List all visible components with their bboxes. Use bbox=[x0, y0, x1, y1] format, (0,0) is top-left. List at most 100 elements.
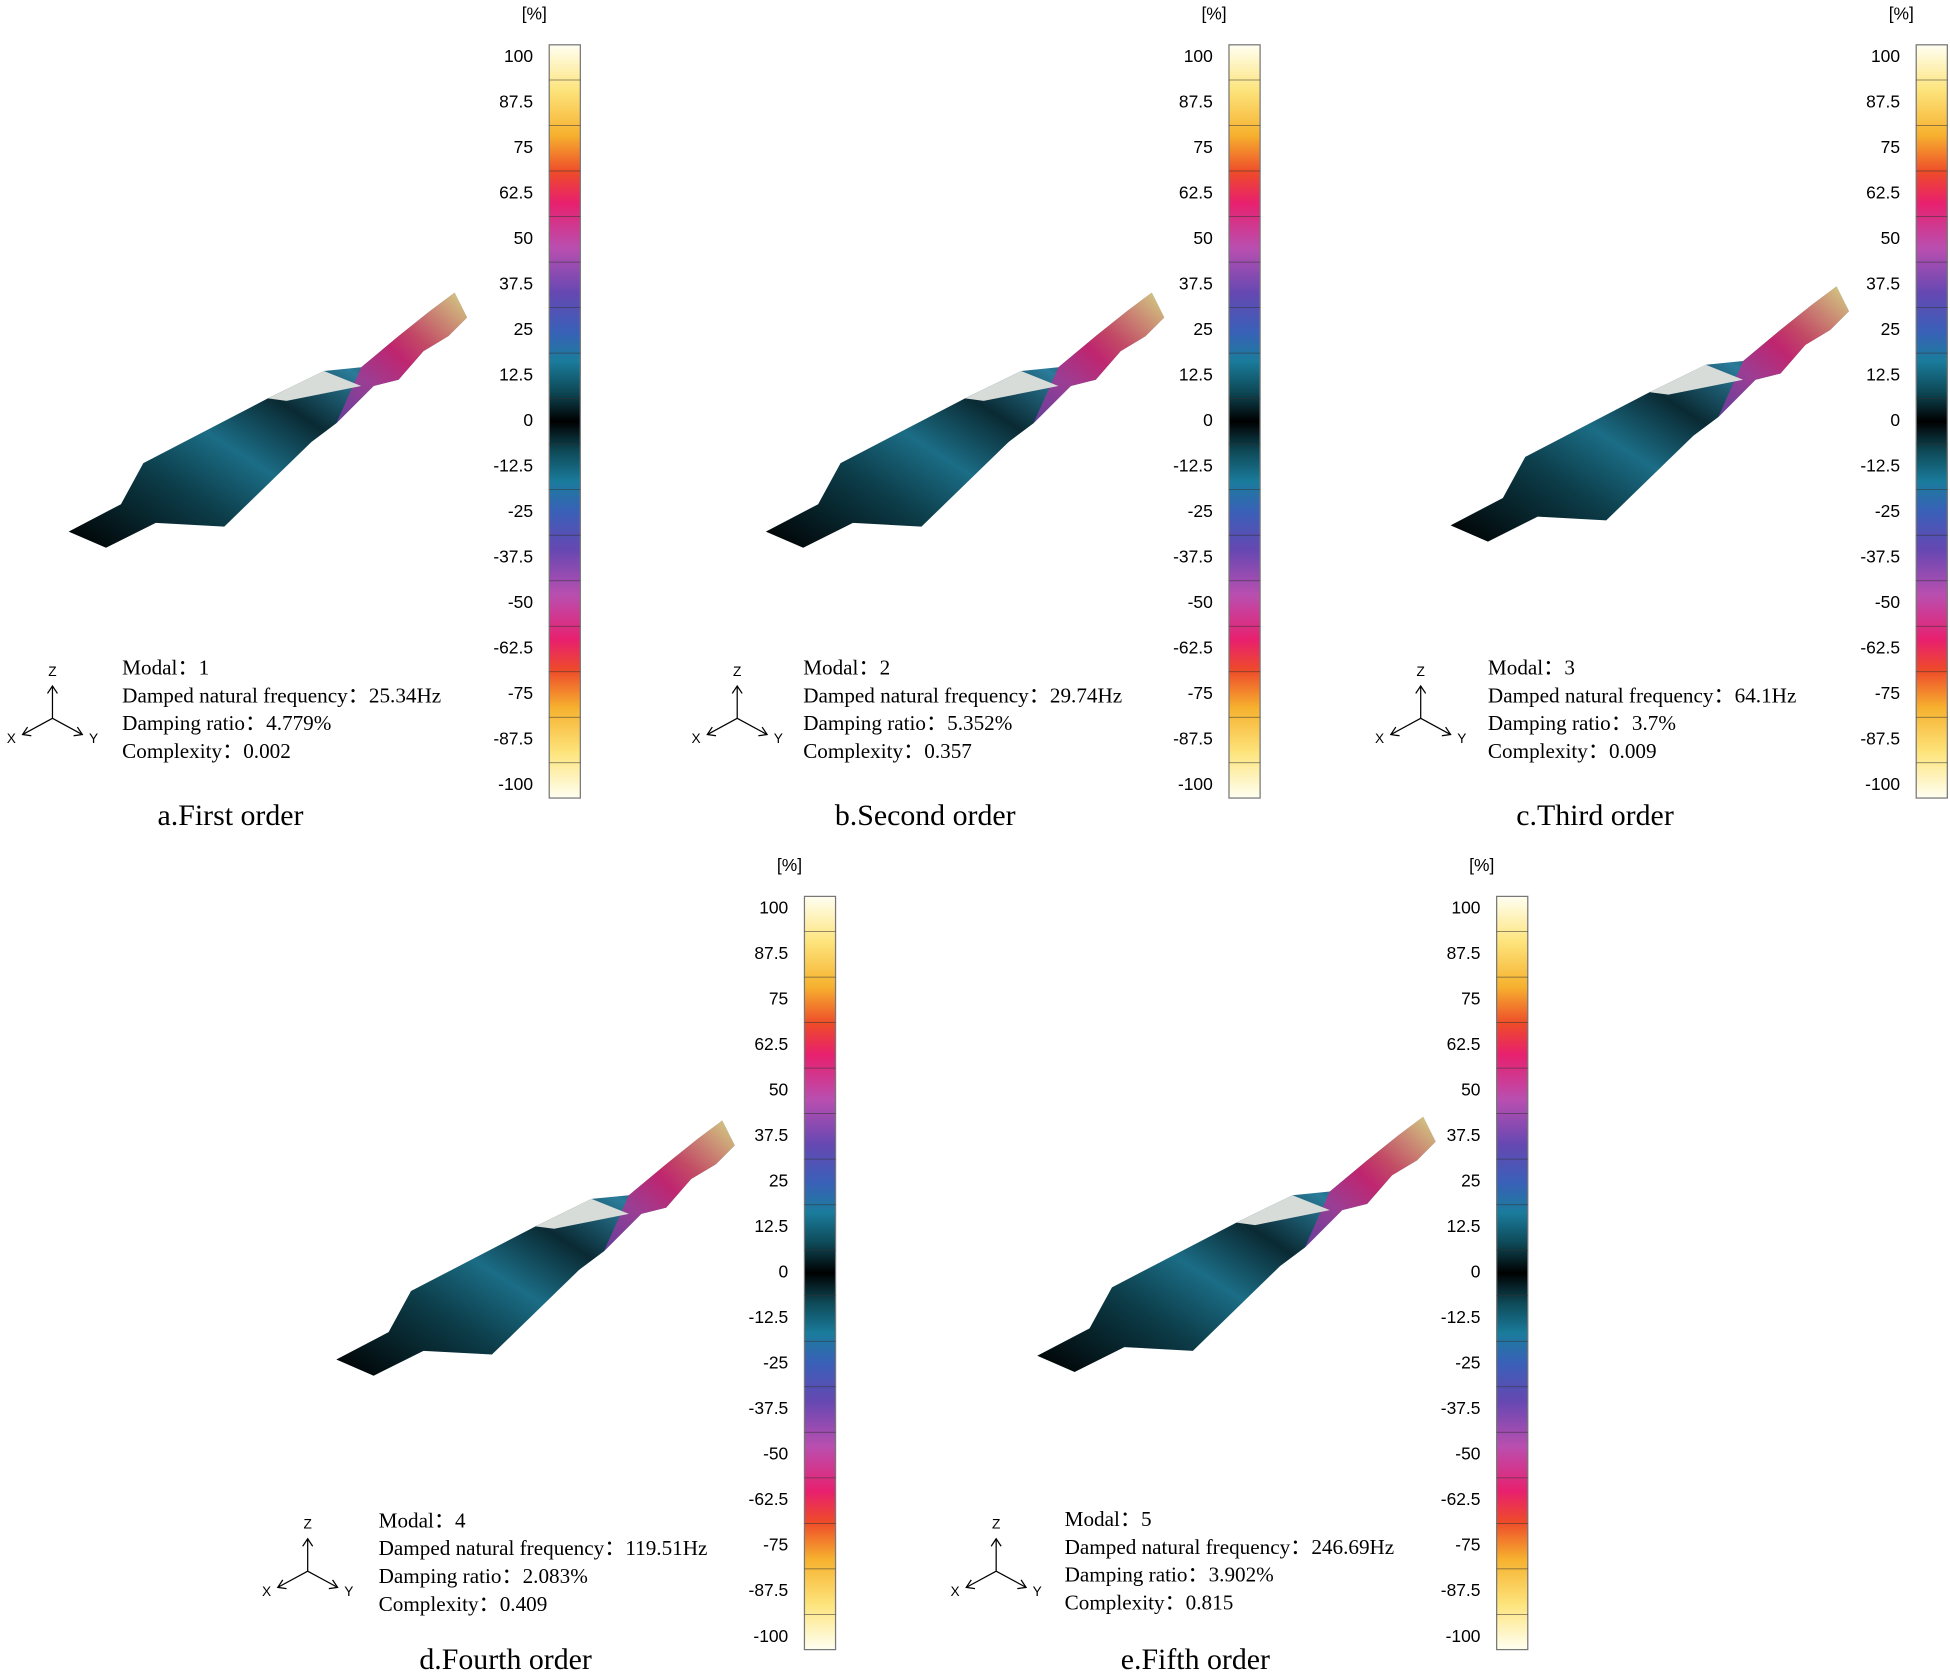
mode-shape-edge bbox=[1236, 1195, 1330, 1226]
colorbar-tick-label: 12.5 bbox=[1447, 1216, 1481, 1236]
triad-arrow bbox=[1441, 726, 1452, 737]
colorbar-tick-label: -62.5 bbox=[749, 1489, 789, 1509]
mode-info: Complexity：0.002 bbox=[122, 739, 291, 763]
caption: c.Third order bbox=[1516, 799, 1674, 832]
colorbar-unit: [%] bbox=[1469, 855, 1494, 875]
triad-axis bbox=[22, 717, 53, 736]
colorbar-tick-label: -12.5 bbox=[1860, 456, 1900, 476]
colorbar-tick-label: 75 bbox=[1193, 137, 1212, 157]
mode-info: Damping ratio：5.352% bbox=[803, 711, 1012, 735]
caption: b.Second order bbox=[835, 799, 1016, 832]
triad-arrow bbox=[990, 1537, 1002, 1547]
colorbar-tick-label: 87.5 bbox=[1447, 943, 1481, 963]
colorbar-tick-label: -25 bbox=[763, 1353, 788, 1373]
colorbar-tick-label: -87.5 bbox=[493, 729, 533, 749]
colorbar bbox=[1496, 895, 1529, 1651]
triad-arrow bbox=[73, 726, 84, 737]
colorbar-tick-label: -75 bbox=[763, 1535, 788, 1555]
mode-shape bbox=[1450, 286, 1849, 542]
mode-info: Modal：4 bbox=[379, 1508, 466, 1532]
mode-info: Complexity：0.009 bbox=[1488, 739, 1657, 763]
colorbar-tick-label: 0 bbox=[1890, 410, 1900, 430]
triad-axis bbox=[307, 1570, 338, 1588]
triad-arrow bbox=[302, 1537, 314, 1547]
triad-label: Y bbox=[89, 731, 98, 746]
colorbar-tick-label: -87.5 bbox=[1441, 1580, 1481, 1600]
colorbar-tick-label: -87.5 bbox=[1173, 729, 1213, 749]
mode-shape-highlight bbox=[603, 1120, 735, 1252]
mode-shape-edge bbox=[535, 1198, 629, 1229]
colorbar-tick-label: -12.5 bbox=[493, 456, 533, 476]
colorbar-tick-label: 37.5 bbox=[754, 1125, 788, 1145]
colorbar-tick-label: 87.5 bbox=[1866, 91, 1900, 111]
triad-label: Z bbox=[303, 1517, 311, 1532]
mode-shape bbox=[765, 292, 1165, 548]
colorbar-tick-label: 12.5 bbox=[1866, 365, 1900, 385]
colorbar-tick-label: 100 bbox=[1871, 46, 1900, 66]
mode-shape-edge bbox=[267, 371, 362, 401]
colorbar-unit: [%] bbox=[1889, 4, 1914, 24]
colorbar-tick-label: -25 bbox=[1188, 501, 1213, 521]
triad-axis bbox=[736, 717, 768, 736]
colorbar-tick-label: -75 bbox=[1875, 683, 1900, 703]
triad-axis bbox=[995, 1570, 1027, 1588]
triad-arrow bbox=[1389, 726, 1400, 737]
triad-arrow bbox=[276, 1579, 287, 1590]
colorbar-tick-label: 50 bbox=[1461, 1080, 1480, 1100]
triad-label: X bbox=[7, 731, 16, 746]
colorbar-tick-label: -25 bbox=[1455, 1353, 1480, 1373]
triad-arrow bbox=[706, 726, 717, 737]
colorbar-tick-label: -12.5 bbox=[1441, 1307, 1481, 1327]
colorbar bbox=[548, 44, 581, 799]
mode-info: Modal：1 bbox=[122, 656, 209, 680]
triad-label: Z bbox=[1417, 664, 1425, 679]
colorbar-tick-label: -75 bbox=[508, 683, 533, 703]
triad-label: X bbox=[692, 731, 701, 746]
colorbar bbox=[1228, 44, 1261, 799]
colorbar-tick-label: -12.5 bbox=[1173, 456, 1213, 476]
colorbar-tick-label: 75 bbox=[514, 137, 533, 157]
colorbar bbox=[803, 895, 837, 1651]
triad-label: Z bbox=[733, 664, 741, 679]
colorbar-tick-label: -50 bbox=[1875, 592, 1900, 612]
mode-info: Damped natural frequency：29.74Hz bbox=[803, 683, 1122, 707]
colorbar-tick-label: -100 bbox=[498, 774, 533, 794]
colorbar-tick-label: 100 bbox=[1184, 46, 1213, 66]
triad-arrow bbox=[758, 726, 769, 737]
mode-shape bbox=[1037, 1116, 1436, 1372]
mode-info: Complexity：0.409 bbox=[379, 1592, 548, 1616]
colorbar-tick-label: 87.5 bbox=[1179, 91, 1213, 111]
triad-axis bbox=[965, 1570, 997, 1588]
mode-info: Modal：3 bbox=[1488, 656, 1575, 680]
colorbar-tick-label: -75 bbox=[1188, 683, 1213, 703]
mode-shape-edge bbox=[965, 371, 1059, 401]
caption: e.Fifth order bbox=[1121, 1643, 1270, 1676]
colorbar-tick-label: 25 bbox=[1881, 319, 1900, 339]
caption: d.Fourth order bbox=[419, 1643, 592, 1676]
mode-shape-highlight bbox=[336, 292, 468, 424]
colorbar-tick-label: -100 bbox=[1446, 1626, 1481, 1646]
colorbar-tick-label: 0 bbox=[523, 410, 533, 430]
colorbar-tick-label: 62.5 bbox=[499, 182, 533, 202]
colorbar-tick-label: -100 bbox=[753, 1626, 788, 1646]
colorbar-tick-label: 62.5 bbox=[1866, 182, 1900, 202]
colorbar-tick-label: 100 bbox=[504, 46, 533, 66]
panel: [%] 100 87.5 75 62.5 50 37.5 25 12.5 0 -12.5 -25 -37… bbox=[951, 855, 1529, 1676]
triad-axis bbox=[1390, 717, 1422, 736]
colorbar-tick-label: 75 bbox=[1881, 137, 1900, 157]
colorbar-tick-label: 87.5 bbox=[499, 91, 533, 111]
colorbar-tick-label: 50 bbox=[514, 228, 533, 248]
colorbar-tick-label: -50 bbox=[763, 1444, 788, 1464]
colorbar-tick-label: -50 bbox=[508, 592, 533, 612]
mode-info: Damping ratio：3.7% bbox=[1488, 711, 1676, 735]
colorbar-unit: [%] bbox=[777, 855, 802, 875]
mode-info: Damped natural frequency：246.69Hz bbox=[1065, 1535, 1395, 1559]
triad-axis bbox=[52, 717, 83, 736]
triad-arrow bbox=[21, 726, 32, 737]
colorbar-tick-label: 75 bbox=[1461, 988, 1480, 1008]
mode-info: Damped natural frequency：64.1Hz bbox=[1488, 683, 1796, 707]
mode-shape-highlight bbox=[1718, 286, 1849, 418]
mode-info: Damping ratio：3.902% bbox=[1065, 1563, 1274, 1587]
colorbar-tick-label: -25 bbox=[1875, 501, 1900, 521]
